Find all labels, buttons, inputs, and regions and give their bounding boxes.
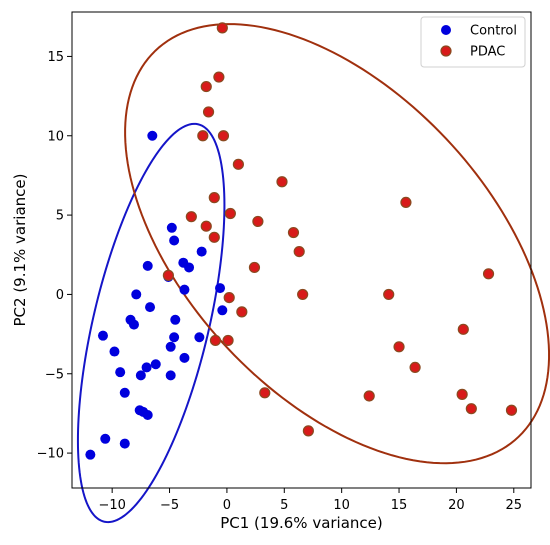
x-tick-label: 0 xyxy=(223,498,231,513)
x-tick-label: 10 xyxy=(333,498,350,513)
point-control xyxy=(169,332,180,343)
point-pdac xyxy=(232,158,244,170)
point-pdac xyxy=(383,288,395,301)
point-control xyxy=(169,235,180,246)
y-tick-label: 0 xyxy=(56,288,64,303)
point-control xyxy=(131,289,142,300)
y-tick-label: −10 xyxy=(37,447,64,462)
point-pdac xyxy=(208,192,220,204)
point-pdac xyxy=(209,334,222,347)
y-tick-label: 15 xyxy=(47,50,64,65)
point-pdac xyxy=(216,22,228,34)
point-control xyxy=(115,367,126,378)
point-pdac xyxy=(208,231,220,243)
ellipse-pdac xyxy=(124,23,550,465)
point-control xyxy=(85,449,96,460)
point-pdac xyxy=(465,403,477,415)
point-control xyxy=(194,332,205,343)
point-pdac xyxy=(293,245,305,258)
plot-area-frame xyxy=(71,11,532,489)
point-control xyxy=(166,222,177,233)
point-control xyxy=(119,387,130,398)
point-control xyxy=(165,341,176,352)
legend-label-control: Control xyxy=(470,24,517,39)
point-control xyxy=(184,262,195,273)
point-control xyxy=(97,330,108,341)
point-pdac xyxy=(302,425,314,437)
point-pdac xyxy=(185,211,197,223)
x-tick-label: 20 xyxy=(448,498,465,513)
point-control xyxy=(179,352,190,363)
point-pdac xyxy=(200,220,212,232)
data-points xyxy=(85,22,518,460)
point-control xyxy=(196,246,207,257)
point-pdac xyxy=(482,268,495,280)
point-pdac xyxy=(217,130,230,142)
point-pdac xyxy=(456,388,468,400)
point-control xyxy=(165,370,176,381)
point-pdac xyxy=(393,341,405,353)
point-pdac xyxy=(213,71,225,83)
point-pdac xyxy=(297,288,309,301)
x-tick-label: 25 xyxy=(506,498,523,513)
point-control xyxy=(128,319,139,330)
y-tick-label: 5 xyxy=(56,209,64,224)
point-pdac xyxy=(457,323,469,335)
legend: Control PDAC xyxy=(420,16,526,68)
point-pdac xyxy=(202,106,215,118)
x-tick-label: −5 xyxy=(160,498,179,513)
legend-marker-control xyxy=(441,25,451,35)
point-control xyxy=(147,130,158,141)
point-control xyxy=(141,362,152,373)
x-tick-label: −10 xyxy=(98,498,125,513)
y-tick-label: 10 xyxy=(47,129,64,144)
point-pdac xyxy=(224,207,236,220)
point-pdac xyxy=(236,306,248,318)
point-pdac xyxy=(162,269,174,281)
point-control xyxy=(142,410,153,421)
point-control xyxy=(142,260,153,271)
point-pdac xyxy=(248,261,261,274)
point-control xyxy=(119,438,130,449)
x-tick-label: 15 xyxy=(391,498,408,513)
ellipse-control xyxy=(76,122,226,524)
confidence-ellipses xyxy=(76,23,550,524)
point-control xyxy=(217,305,228,316)
point-pdac xyxy=(505,404,518,416)
point-control xyxy=(145,302,156,313)
point-control xyxy=(170,314,181,325)
point-control xyxy=(109,346,120,357)
legend-label-pdac: PDAC xyxy=(470,45,505,60)
y-tick-label: −5 xyxy=(45,367,64,382)
point-control xyxy=(215,283,226,294)
x-tick-label: 5 xyxy=(280,498,288,513)
point-pdac xyxy=(200,80,212,93)
point-pdac xyxy=(400,196,412,208)
point-pdac xyxy=(252,215,264,228)
y-axis-title: PC2 (9.1% variance) xyxy=(11,174,29,327)
legend-marker-pdac xyxy=(440,45,452,57)
y-axis-ticks: −10 −5 0 5 10 15 xyxy=(37,50,72,462)
point-control xyxy=(179,284,190,295)
point-pdac xyxy=(222,334,234,347)
point-pdac xyxy=(259,387,271,399)
point-control xyxy=(100,433,111,444)
point-control xyxy=(135,370,146,381)
point-pdac xyxy=(409,361,421,374)
x-axis-title: PC1 (19.6% variance) xyxy=(220,514,383,532)
x-axis-ticks: −10 −5 0 5 10 15 20 25 xyxy=(98,488,522,513)
point-control xyxy=(150,359,161,370)
point-pdac xyxy=(287,226,300,239)
point-pdac xyxy=(276,176,288,188)
point-pdac xyxy=(223,292,235,304)
point-pdac xyxy=(197,130,209,142)
point-pdac xyxy=(363,390,375,402)
